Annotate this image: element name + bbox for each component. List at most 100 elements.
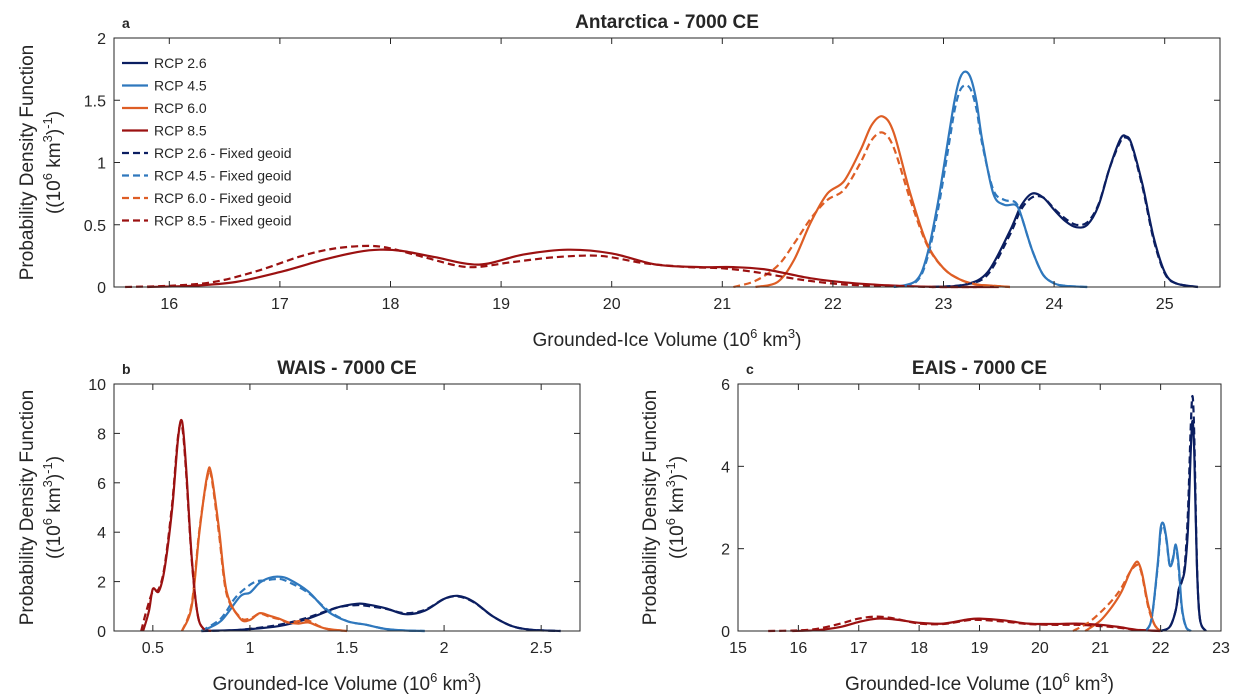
y-tick-label: 2	[721, 542, 730, 559]
series-line-rcp-4-5-fixed-geoid	[1144, 524, 1192, 632]
y-tick-label: 2	[97, 575, 106, 592]
panel-letter: c	[746, 361, 754, 377]
x-label-close: )	[1108, 674, 1114, 695]
y-axis-label-line1: Probability Density Function	[640, 390, 661, 626]
x-label-unit: km	[757, 330, 788, 351]
y-tick-label: 0.5	[84, 218, 106, 235]
y-tick-label: 4	[721, 459, 730, 476]
x-tick-label: 17	[850, 640, 868, 657]
series-line-rcp-4-5-fixed-geoid	[200, 577, 425, 633]
series-line-rcp-2-6-fixed-geoid	[932, 136, 1199, 289]
y-label-text: ((10	[44, 525, 65, 559]
y-label-unit: km	[44, 487, 65, 518]
y-label-unit: km	[667, 487, 688, 518]
x-tick-label: 22	[824, 296, 842, 313]
legend-label: RCP 6.0	[154, 100, 207, 116]
x-label-unit: km	[1070, 674, 1101, 695]
legend-label: RCP 8.5	[154, 123, 207, 139]
y-label-text: ((10	[44, 180, 65, 214]
y-axis-label-line2: ((106 km3)-1)	[663, 456, 688, 559]
axes-box	[737, 383, 1222, 632]
x-tick-label: 1.5	[336, 640, 358, 657]
x-label-sup2: 3	[788, 326, 795, 341]
y-label-sup2: 3	[663, 480, 678, 487]
x-label-close: )	[795, 330, 801, 351]
x-tick-label: 1	[245, 640, 254, 657]
y-label-close2: )	[44, 456, 65, 462]
series-line-rcp-2-6-fixed-geoid	[1160, 394, 1207, 633]
y-label-sup: 6	[663, 518, 678, 525]
x-tick-label: 21	[1091, 640, 1109, 657]
series-line-rcp-6-0	[755, 115, 1010, 289]
x-tick-label: 2	[440, 640, 449, 657]
y-label-sup3: -1	[40, 117, 55, 129]
y-tick-label: 8	[97, 426, 106, 443]
y-tick-label: 0	[97, 624, 106, 641]
x-label-sup2: 3	[468, 670, 475, 685]
y-axis-label-line1: Probability Density Function	[17, 45, 38, 281]
x-tick-label: 20	[603, 296, 621, 313]
panel-b: 0.5 1 1.5 2 2.5 0 2 4 6 8 10 WAIS - 7000 CE b Grounde…	[17, 358, 581, 695]
x-tick-label: 15	[729, 640, 747, 657]
x-tick-label: 24	[1045, 296, 1063, 313]
x-label-sup2: 3	[1100, 670, 1107, 685]
x-tick-label: 0.5	[142, 640, 164, 657]
x-tick-label: 23	[935, 296, 953, 313]
x-tick-label: 19	[492, 296, 510, 313]
x-axis-label: Grounded-Ice Volume (106 km3)	[845, 670, 1114, 695]
series-line-rcp-6-0-fixed-geoid	[733, 131, 1010, 289]
legend-label: RCP 2.6 - Fixed geoid	[154, 145, 291, 161]
legend-label: RCP 8.5 - Fixed geoid	[154, 213, 291, 229]
y-tick-label: 6	[721, 377, 730, 394]
y-tick-label: 1	[97, 156, 106, 173]
series-line-rcp-6-0-fixed-geoid	[1072, 563, 1162, 632]
y-tick-label: 6	[97, 476, 106, 493]
x-tick-label: 16	[789, 640, 807, 657]
y-label-sup2: 3	[40, 480, 55, 487]
x-axis-label: Grounded-Ice Volume (106 km3)	[533, 326, 802, 351]
x-tick-label: 18	[382, 296, 400, 313]
y-axis-label-line1: Probability Density Function	[17, 390, 38, 626]
x-label-sup: 6	[430, 670, 437, 685]
panel-letter: a	[122, 15, 130, 31]
chart-title: EAIS - 7000 CE	[912, 358, 1047, 379]
series-line-rcp-8-5-fixed-geoid	[140, 422, 212, 633]
panel-letter: b	[122, 361, 131, 377]
panel-c: 15 16 17 18 19 20 21 22 23 0 2 4 6 EAIS - 7000 CE c Gro…	[640, 358, 1230, 695]
legend-label: RCP 6.0 - Fixed geoid	[154, 190, 291, 206]
y-label-sup3: -1	[40, 462, 55, 474]
series-line-rcp-8-5	[792, 617, 1161, 633]
series-line-rcp-2-6	[201, 594, 561, 633]
y-label-close2: )	[667, 456, 688, 462]
y-label-close: )	[44, 129, 65, 135]
series-line-rcp-8-5-fixed-geoid	[125, 244, 977, 289]
y-label-sup3: -1	[663, 462, 678, 474]
y-tick-label: 2	[97, 31, 106, 48]
x-label-text: Grounded-Ice Volume (10	[845, 674, 1063, 695]
y-label-text: ((10	[667, 525, 688, 559]
y-axis-label-line2: ((106 km3)-1)	[40, 111, 65, 214]
y-label-sup2: 3	[40, 135, 55, 142]
series-line-rcp-2-6-fixed-geoid	[201, 595, 561, 633]
series-line-rcp-4-5	[893, 70, 1088, 289]
chart-title: WAIS - 7000 CE	[277, 358, 416, 379]
axes-box	[113, 383, 581, 632]
series-line-rcp-6-0-fixed-geoid	[180, 468, 348, 633]
x-label-text: Grounded-Ice Volume (10	[213, 674, 431, 695]
legend: RCP 2.6 RCP 4.5 RCP 6.0 RCP 8.5 RCP 2.6 - Fi…	[122, 55, 291, 229]
x-label-unit: km	[437, 674, 468, 695]
legend-label: RCP 4.5	[154, 78, 207, 94]
y-label-close: )	[667, 474, 688, 480]
axes-box	[113, 37, 1221, 288]
legend-label: RCP 4.5 - Fixed geoid	[154, 168, 291, 184]
x-tick-label: 23	[1212, 640, 1230, 657]
y-label-close: )	[44, 474, 65, 480]
x-label-close: )	[475, 674, 481, 695]
y-axis-label-line2: ((106 km3)-1)	[40, 456, 65, 559]
x-label-sup: 6	[750, 326, 757, 341]
x-tick-label: 17	[271, 296, 289, 313]
legend-label: RCP 2.6	[154, 55, 207, 71]
x-tick-label: 2.5	[530, 640, 552, 657]
y-tick-label: 10	[88, 377, 106, 394]
